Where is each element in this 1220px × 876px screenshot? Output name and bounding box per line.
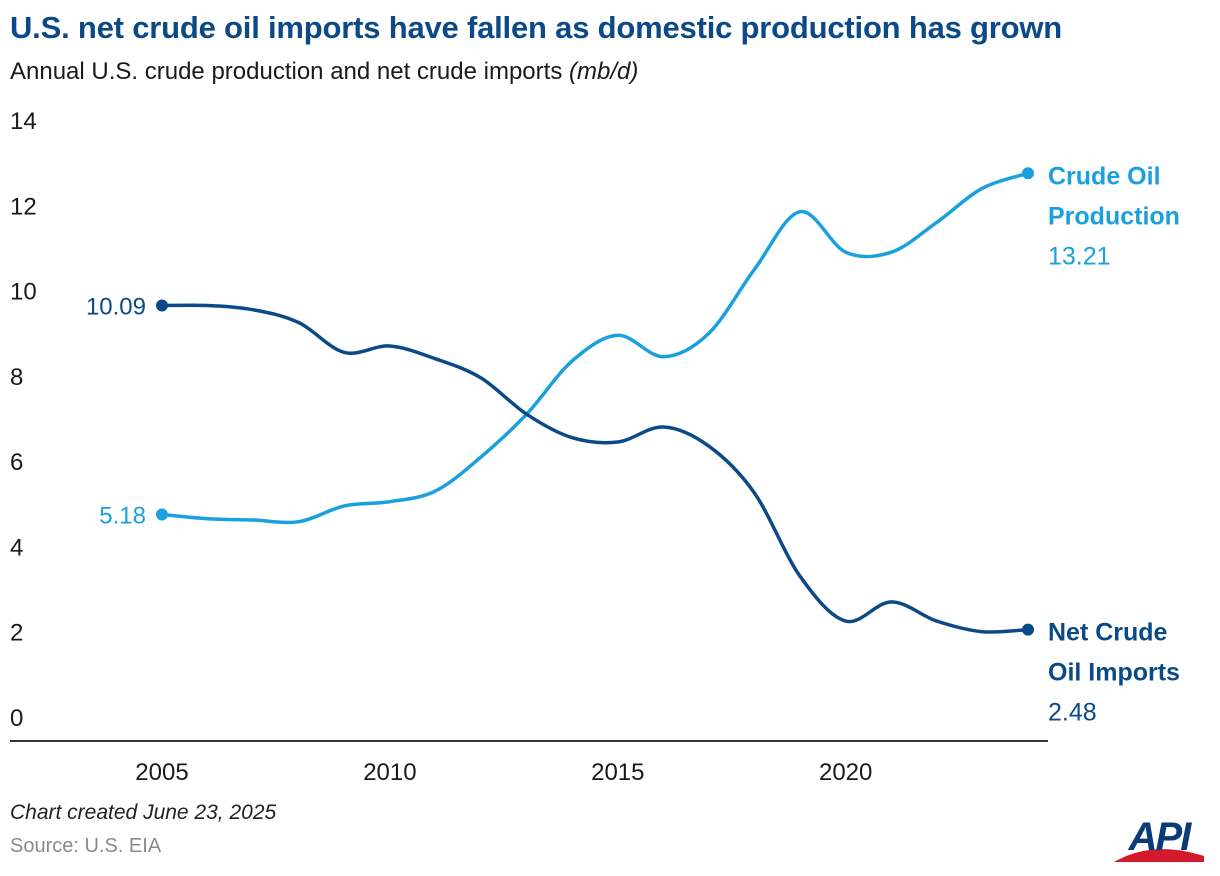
y-tick-label-4: 4 [10, 534, 23, 561]
chart-created-note: Chart created June 23, 2025 [10, 801, 277, 824]
series-line-production [160, 171, 1030, 525]
y-tick-label-0: 0 [10, 705, 23, 732]
start-label-imports: 10.09 [86, 293, 146, 320]
logo-red-swoosh [1114, 849, 1204, 862]
start-label-production: 5.18 [99, 502, 146, 529]
series-name-imports-line-2: Oil Imports [1048, 659, 1180, 687]
y-tick-label-2: 2 [10, 620, 23, 647]
x-tick-label-2020: 2020 [819, 759, 872, 786]
api-logo: API [1114, 815, 1204, 862]
chart-subtitle: Annual U.S. crude production and net cru… [10, 58, 638, 86]
start-point-imports [156, 299, 168, 312]
subtitle-unit: (mb/d) [569, 58, 639, 85]
end-point-imports [1022, 623, 1034, 636]
chart-title: U.S. net crude oil imports have fallen a… [10, 10, 1063, 45]
series-line-imports [160, 303, 1030, 634]
y-tick-label-14: 14 [10, 108, 37, 135]
y-tick-label-12: 12 [10, 193, 37, 220]
end-label-production: 13.21 [1048, 242, 1111, 270]
y-tick-label-8: 8 [10, 364, 23, 391]
logo-text: API [1128, 815, 1193, 859]
series-name-production-line-1: Crude Oil [1048, 162, 1161, 190]
start-point-production [156, 508, 168, 521]
x-tick-label-2010: 2010 [363, 759, 416, 786]
end-point-production [1022, 167, 1034, 180]
y-tick-label-10: 10 [10, 279, 37, 306]
y-tick-label-6: 6 [10, 449, 23, 476]
source-note: Source: U.S. EIA [10, 835, 162, 857]
logo-white-swoosh [1114, 843, 1204, 860]
series-name-production-line-2: Production [1048, 202, 1180, 230]
x-tick-label-2005: 2005 [135, 759, 188, 786]
end-label-imports: 2.48 [1048, 699, 1097, 727]
series-name-imports-line-1: Net Crude [1048, 619, 1168, 647]
subtitle-text: Annual U.S. crude production and net cru… [10, 58, 563, 85]
x-tick-label-2015: 2015 [591, 759, 644, 786]
